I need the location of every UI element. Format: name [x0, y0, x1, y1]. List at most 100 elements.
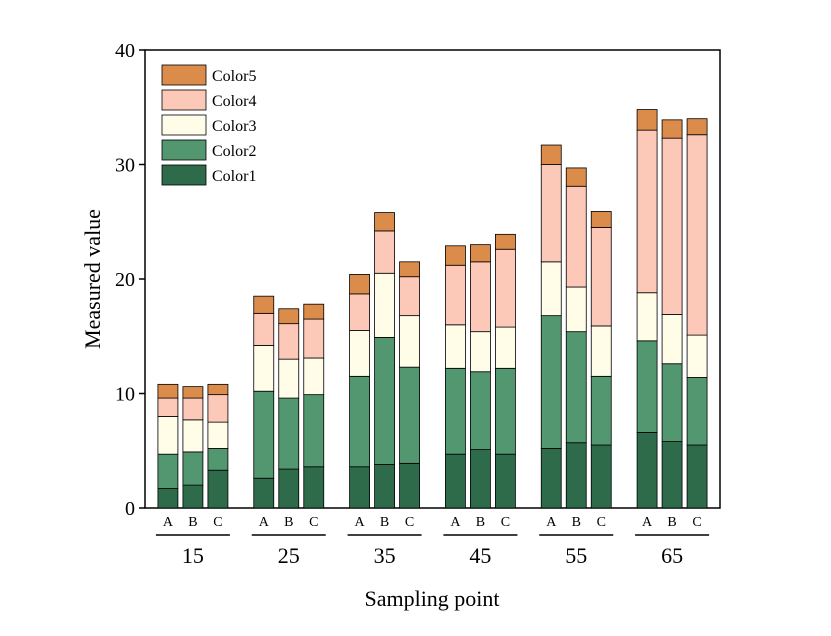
- sub-category-label: C: [692, 515, 701, 530]
- bar-segment-color1: [374, 464, 395, 509]
- bar-segment-color1: [207, 469, 229, 509]
- bar-segment-color3: [661, 314, 683, 365]
- bar-segment-color3: [565, 286, 587, 333]
- bar-segment-color5: [207, 383, 229, 396]
- sub-category-label: C: [309, 515, 318, 530]
- legend-swatch-color2: [161, 139, 207, 161]
- bar-segment-color4: [349, 293, 370, 331]
- y-axis-ticks: 0 10 20 30 40: [115, 40, 145, 520]
- bar-segment-color3: [399, 315, 420, 368]
- bar-segment-color5: [157, 383, 179, 399]
- bar-segment-color1: [349, 466, 370, 509]
- bar-segment-color1: [278, 468, 300, 509]
- bar-segment-color4: [495, 248, 516, 328]
- bar-segment-color3: [686, 334, 708, 378]
- bar-segment-color2: [445, 367, 466, 455]
- sub-category-label: A: [259, 515, 270, 530]
- sub-category-label: A: [642, 515, 653, 530]
- bar-segment-color4: [399, 276, 420, 317]
- bar-segment-color4: [157, 397, 179, 417]
- bar-segment-color4: [303, 318, 325, 359]
- bar-segment-color5: [470, 244, 491, 263]
- bar-segment-color5: [253, 295, 275, 314]
- legend-swatch-color1: [161, 164, 207, 186]
- bar-segment-color3: [349, 330, 370, 377]
- bar-segment-color3: [636, 292, 658, 342]
- bar-segment-color4: [278, 323, 300, 360]
- bar-segment-color2: [278, 397, 300, 470]
- bar-segment-color1: [157, 488, 179, 509]
- bar-segment-color1: [445, 453, 466, 509]
- bar-segment-color4: [182, 397, 204, 421]
- sub-category-label: C: [213, 515, 222, 530]
- y-tick-label: 10: [115, 384, 135, 406]
- bar-segment-color3: [182, 419, 204, 453]
- sub-category-label: B: [284, 515, 293, 530]
- bar-segment-color2: [565, 331, 587, 444]
- bar-segment-color5: [278, 308, 300, 325]
- sub-category-label: B: [380, 515, 389, 530]
- bar-segment-color2: [636, 340, 658, 433]
- sub-category-label: B: [476, 515, 485, 530]
- bar-segment-color4: [445, 264, 466, 326]
- sub-category-label: B: [667, 515, 676, 530]
- bar-segment-color2: [661, 363, 683, 442]
- bar-segment-color1: [636, 432, 658, 509]
- bar-segment-color2: [686, 377, 708, 446]
- legend-label: Color1: [212, 168, 256, 185]
- bar-segment-color4: [565, 185, 587, 288]
- bar-segment-color5: [540, 144, 562, 165]
- group-label: 45: [469, 543, 491, 568]
- bar-segment-color5: [636, 109, 658, 131]
- sub-category-label: A: [163, 515, 174, 530]
- sub-category-label: C: [597, 515, 606, 530]
- x-axis-title: Sampling point: [364, 586, 499, 611]
- bar-segment-color2: [374, 336, 395, 465]
- legend-swatch-color5: [161, 64, 207, 86]
- bar-segment-color1: [303, 466, 325, 509]
- group-label: 25: [278, 543, 300, 568]
- bar-segment-color5: [374, 212, 395, 232]
- bar-segment-color4: [540, 164, 562, 263]
- bar-segment-color2: [495, 367, 516, 455]
- bar-segment-color4: [207, 394, 229, 423]
- bar-segment-color3: [445, 324, 466, 369]
- bar-segment-color4: [374, 230, 395, 274]
- sub-category-label: C: [501, 515, 510, 530]
- bar-segment-color2: [253, 390, 275, 479]
- bar-segment-color5: [349, 274, 370, 295]
- group-label: 65: [661, 543, 683, 568]
- y-axis-title: Measured value: [80, 209, 105, 349]
- group-label: 55: [565, 543, 587, 568]
- bar-segment-color2: [182, 451, 204, 486]
- legend-swatch-color4: [161, 89, 207, 111]
- legend-label: Color5: [212, 68, 256, 85]
- sub-category-label: A: [450, 515, 461, 530]
- bar-segment-color1: [182, 484, 204, 509]
- bar-segment-color2: [349, 375, 370, 468]
- bar-segment-color5: [445, 245, 466, 266]
- bar-segment-color3: [540, 261, 562, 317]
- bar-segment-color3: [278, 358, 300, 399]
- bar-segment-color5: [590, 211, 612, 228]
- legend-label: Color2: [212, 143, 256, 160]
- bar-segment-color5: [686, 118, 708, 136]
- bar-segment-color4: [636, 129, 658, 294]
- bars-layer: [157, 109, 708, 509]
- bar-segment-color5: [399, 261, 420, 278]
- bar-segment-color1: [470, 449, 491, 509]
- legend-label: Color3: [212, 118, 256, 135]
- bar-segment-color3: [303, 357, 325, 396]
- group-label: 35: [374, 543, 396, 568]
- bar-segment-color1: [540, 448, 562, 509]
- bar-segment-color3: [495, 326, 516, 369]
- bar-segment-color4: [253, 312, 275, 346]
- bar-segment-color4: [661, 137, 683, 315]
- bar-segment-color4: [470, 261, 491, 333]
- bar-segment-color2: [470, 371, 491, 451]
- bar-segment-color5: [182, 386, 204, 399]
- bar-segment-color5: [495, 233, 516, 250]
- group-label: 15: [182, 543, 204, 568]
